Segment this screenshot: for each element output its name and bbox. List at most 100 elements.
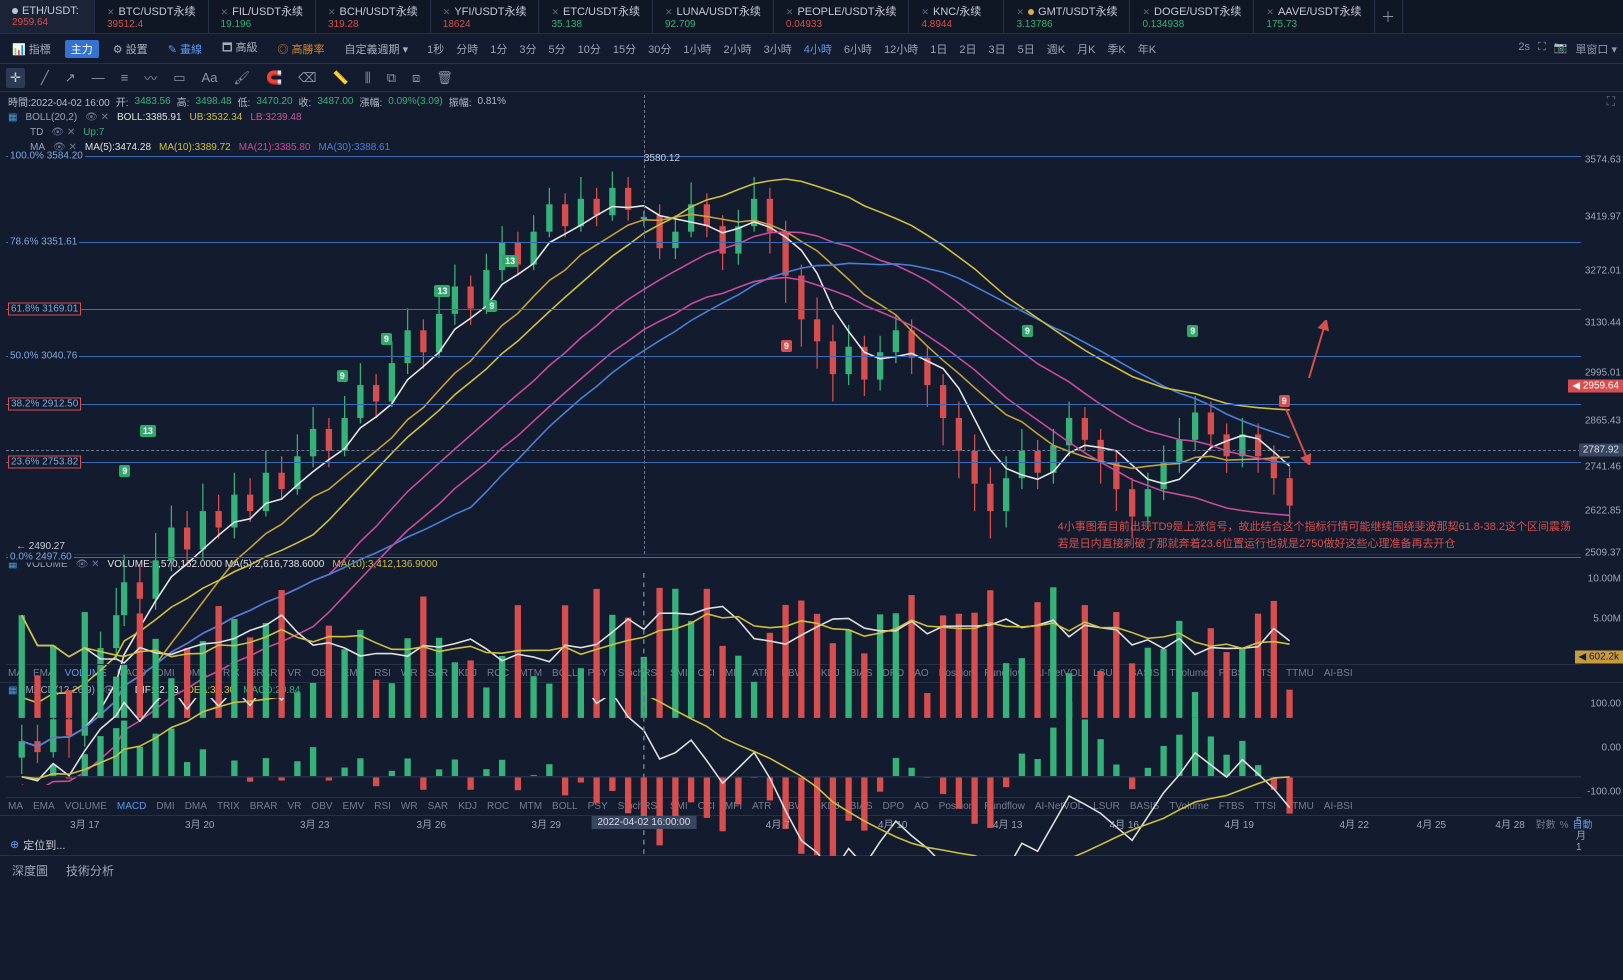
timeframe-30分[interactable]: 30分 [643,39,676,59]
timeframe-月K[interactable]: 月K [1072,39,1100,59]
indicator-AO[interactable]: AO [914,801,928,812]
indicator-ATR[interactable]: ATR [752,668,771,679]
indicator-RSI[interactable]: RSI [374,801,391,812]
indicator-PSY[interactable]: PSY [588,801,608,812]
add-tab-button[interactable]: ＋ [1375,0,1403,33]
timeframe-15分[interactable]: 15分 [608,39,641,59]
indicator-OBV[interactable]: OBV [311,801,332,812]
symbol-tab[interactable]: ✕GMT/USDT永续3.13786 [1004,0,1130,33]
indicator-DPO[interactable]: DPO [883,801,905,812]
rect-icon[interactable]: ▭ [173,70,185,86]
draw-btn[interactable]: ✎ 畫線 [162,39,208,59]
indicator-AI-NetVOL[interactable]: AI-NetVOL [1035,668,1083,679]
target-icon[interactable]: ⊕ [10,838,19,851]
depth-tab[interactable]: 深度圖 [12,862,48,878]
indicator-btn[interactable]: 📊 指標 [6,39,57,59]
volume-panel[interactable]: 10.00M5.00M0.00 ◀ 602.2k [6,573,1581,665]
macd-panel[interactable]: 100.000.00-100.00 [6,698,1581,798]
copy-icon[interactable]: ⧉ [387,70,396,86]
timeframe-2小時[interactable]: 2小時 [719,39,757,59]
indicator-EMA[interactable]: EMA [33,668,55,679]
cursor-icon[interactable]: ✛ [6,68,25,88]
timeframe-3小時[interactable]: 3小時 [759,39,797,59]
timeframe-分時[interactable]: 分時 [451,39,483,59]
horiz-line-icon[interactable]: ― [92,70,105,85]
indicator-TRIX[interactable]: TRIX [217,668,240,679]
locator-input[interactable]: 定位到... [23,837,65,853]
indicator-ROC[interactable]: ROC [487,668,509,679]
indicator-TTMU[interactable]: TTMU [1286,801,1314,812]
magnet-icon[interactable]: 🧲 [266,70,282,86]
indicator-FTBS[interactable]: FTBS [1219,668,1245,679]
indicator-DMI[interactable]: DMI [156,801,174,812]
timeframe-1小時[interactable]: 1小時 [678,39,716,59]
camera-icon[interactable]: 📷 [1554,41,1568,57]
indicator-VOLUME[interactable]: VOLUME [65,668,107,679]
timeframe-6小時[interactable]: 6小時 [839,39,877,59]
ray-icon[interactable]: ↗ [65,70,76,86]
indicator-TTMU[interactable]: TTMU [1286,668,1314,679]
parallel-icon[interactable]: ≡ [121,70,129,85]
settings-btn[interactable]: ⚙ 設置 [107,39,154,59]
period-select[interactable]: 自定義週期 ▾ [339,39,415,59]
indicator-Position[interactable]: Position [939,801,975,812]
speed-2s[interactable]: 2s [1518,41,1530,57]
eraser-icon[interactable]: ⌫ [298,70,316,86]
symbol-tab[interactable]: ETH/USDT:2959.64 [0,0,95,33]
ruler-icon[interactable]: 📏 [333,70,349,86]
symbol-tab[interactable]: ✕YFI/USDT永续18624 [431,0,540,33]
timeframe-1分[interactable]: 1分 [485,39,512,59]
indicator-BASIS[interactable]: BASIS [1130,668,1159,679]
timeframe-年K[interactable]: 年K [1133,39,1161,59]
indicator-SMI[interactable]: SMI [670,801,688,812]
indicator-BIAS[interactable]: BIAS [850,801,873,812]
symbol-tab[interactable]: ✕BCH/USDT永续319.28 [316,0,431,33]
indicator-TRIX[interactable]: TRIX [217,801,240,812]
indicator-KDJ[interactable]: KDJ [458,668,477,679]
indicator-ROC[interactable]: ROC [487,801,509,812]
timeframe-1日[interactable]: 1日 [925,39,952,59]
indicator-AI-NetVOL[interactable]: AI-NetVOL [1035,801,1083,812]
trash-icon[interactable]: 🗑 [436,70,453,86]
timeframe-5分[interactable]: 5分 [544,39,571,59]
indicator-StochRSI[interactable]: StochRSI [618,668,660,679]
bars-icon[interactable]: ⫼ [365,70,371,86]
indicator-BOLL[interactable]: BOLL [552,801,578,812]
indicator-Position[interactable]: Position [939,668,975,679]
indicator-CCI[interactable]: CCI [698,801,715,812]
indicator-BOLL[interactable]: BOLL [552,668,578,679]
timeframe-2日[interactable]: 2日 [954,39,981,59]
window-mode[interactable]: 單窗口 ▾ [1575,41,1617,57]
indicator-TVolume[interactable]: TVolume [1169,668,1208,679]
indicator-DMA[interactable]: DMA [185,801,207,812]
indicator-StochRSI[interactable]: StochRSI [618,801,660,812]
symbol-tab[interactable]: ✕AAVE/USDT永续175.73 [1254,0,1374,33]
indicator-MTM[interactable]: MTM [519,668,542,679]
indicator-Fundflow[interactable]: Fundflow [984,801,1025,812]
indicator-MTM[interactable]: MTM [519,801,542,812]
wave-icon[interactable]: 〰 [144,68,157,87]
indicator-KDJ[interactable]: KDJ [458,801,477,812]
indicator-EMV[interactable]: EMV [343,801,365,812]
timeframe-12小時[interactable]: 12小時 [879,39,923,59]
timeframe-3分[interactable]: 3分 [514,39,541,59]
indicator-MACD[interactable]: MACD [117,668,146,679]
layers-icon[interactable]: ⧈ [412,70,420,86]
indicator-VR[interactable]: VR [288,801,302,812]
timeframe-1秒[interactable]: 1秒 [422,39,449,59]
indicator-SMI[interactable]: SMI [670,668,688,679]
indicator-EMA[interactable]: EMA [33,801,55,812]
indicator-MFI[interactable]: MFI [725,668,742,679]
expand-icon[interactable]: ⛶ [1607,94,1615,109]
adv-btn[interactable]: 🗖 高級 [216,37,264,60]
timeframe-季K[interactable]: 季K [1102,39,1130,59]
indicator-BBW[interactable]: BBW [781,801,804,812]
symbol-tab[interactable]: ✕DOGE/USDT永续0.134938 [1130,0,1254,33]
timeframe-10分[interactable]: 10分 [573,39,606,59]
indicator-AO[interactable]: AO [914,668,928,679]
symbol-tab[interactable]: ✕BTC/USDT永续39512.4 [95,0,209,33]
symbol-tab[interactable]: ✕PEOPLE/USDT永续0.04933 [774,0,910,33]
main-chart[interactable]: 3574.633419.973272.013130.442995.012865.… [6,155,1581,555]
indicator-VOLUME[interactable]: VOLUME [65,801,107,812]
indicator-CCI[interactable]: CCI [698,668,715,679]
